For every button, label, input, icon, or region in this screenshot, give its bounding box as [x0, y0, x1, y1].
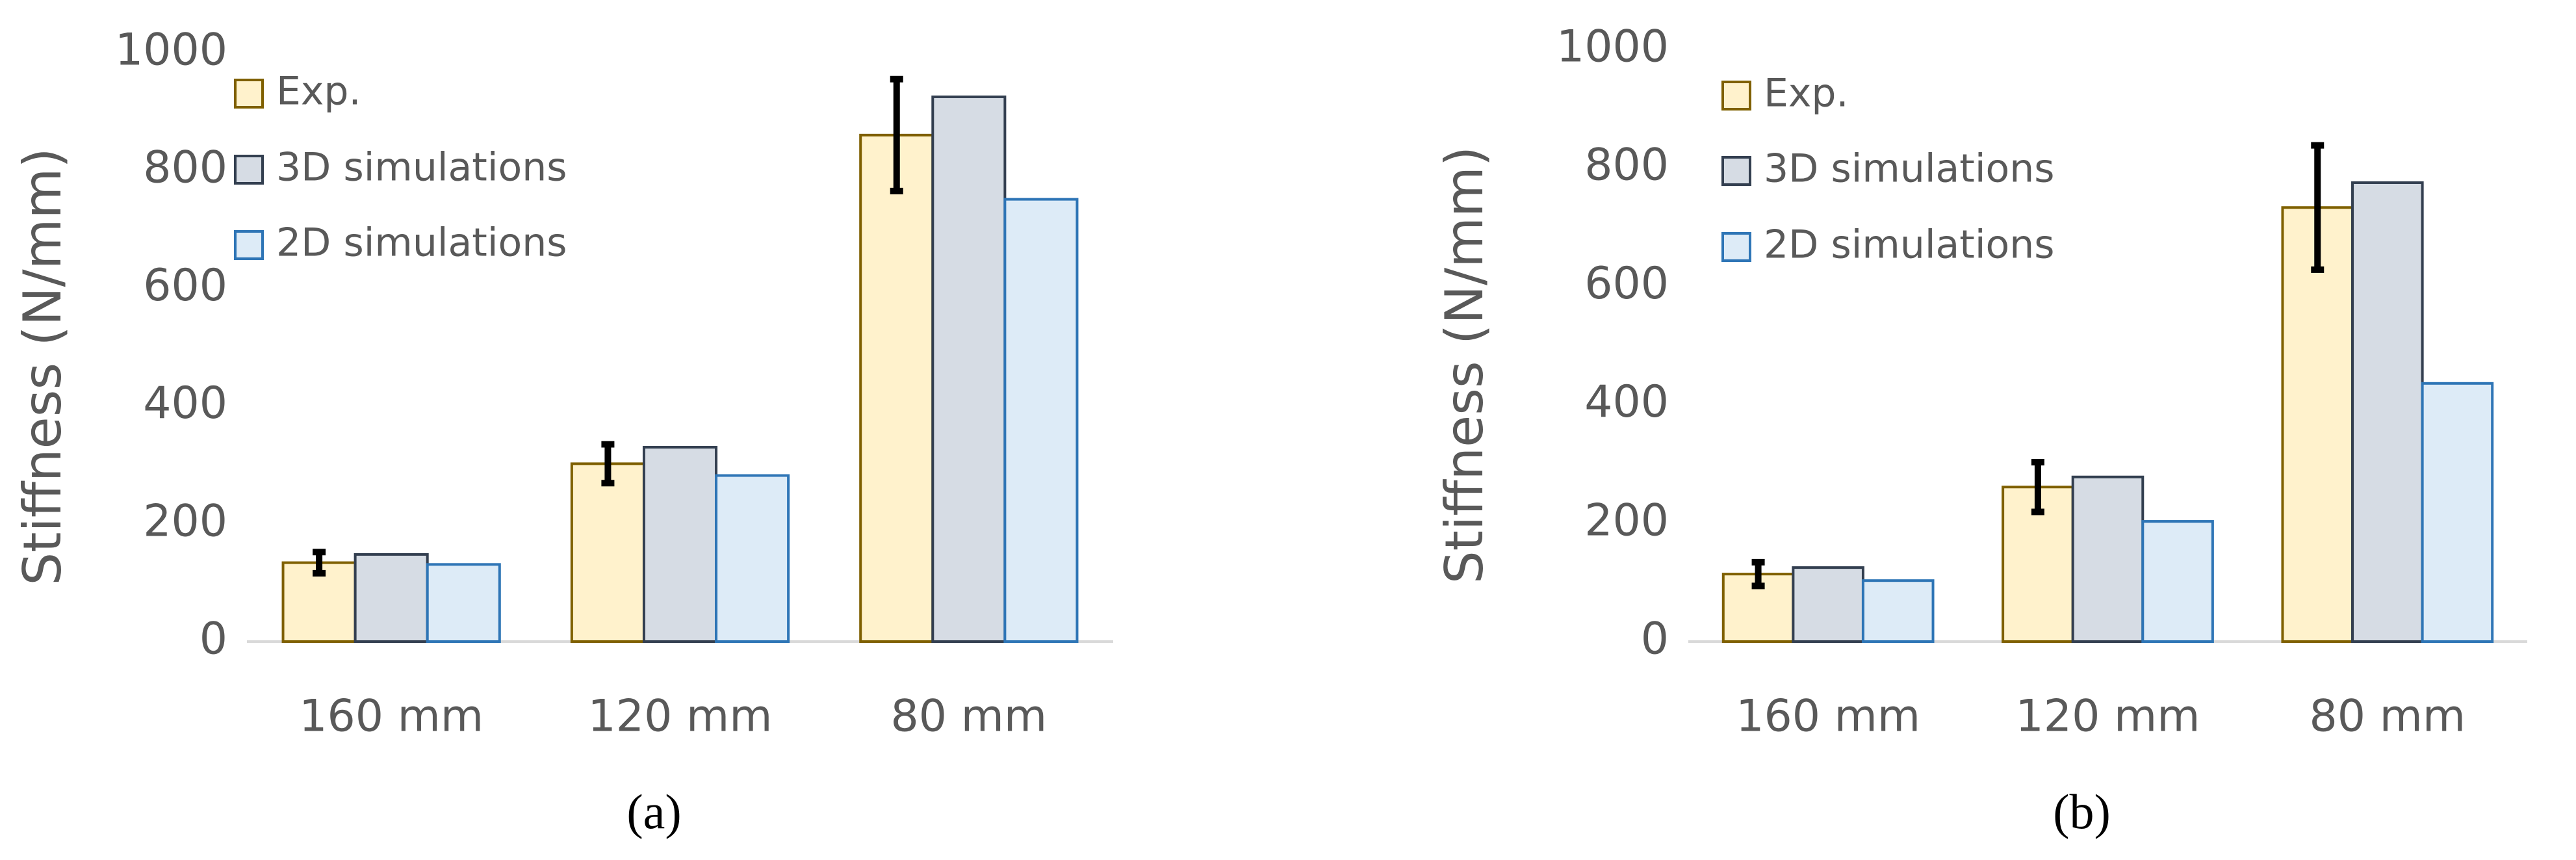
legend-swatch [1721, 81, 1751, 111]
bar [859, 133, 934, 643]
legend-label: 3D simulations [1764, 146, 2054, 192]
y-tick-label: 200 [143, 495, 227, 547]
bar [354, 553, 429, 643]
error-bar [890, 75, 903, 194]
bar [426, 563, 501, 644]
error-bar [2031, 458, 2044, 515]
bar [1792, 566, 1864, 643]
error-bar [1751, 558, 1765, 590]
bar [1861, 579, 1935, 643]
y-tick-label: 600 [143, 260, 227, 311]
legend-swatch [1721, 232, 1751, 262]
bar [570, 462, 645, 643]
legend-swatch [234, 79, 264, 109]
error-bar [601, 441, 615, 487]
x-tick-label: 160 mm [1736, 691, 1920, 742]
y-tick-label: 1000 [1556, 21, 1669, 73]
legend-swatch [1721, 156, 1751, 186]
y-axis-label: Stiffness (N/mm) [1434, 146, 1495, 584]
legend-label: 2D simulations [1764, 222, 2054, 268]
y-tick-label: 800 [143, 142, 227, 194]
x-tick-label: 80 mm [2310, 691, 2466, 742]
y-axis-label: Stiffness (N/mm) [12, 148, 73, 585]
y-tick-label: 0 [200, 614, 227, 665]
x-tick-label: 120 mm [588, 691, 773, 742]
x-tick-label: 80 mm [891, 691, 1048, 742]
y-tick-label: 0 [1641, 614, 1669, 665]
legend-label: 2D simulations [276, 220, 567, 266]
bar [2421, 382, 2494, 644]
bar [931, 95, 1007, 643]
error-bar [313, 549, 326, 577]
caption: (a) [626, 785, 681, 839]
y-tick-label: 800 [1584, 140, 1669, 191]
y-tick-label: 600 [1584, 258, 1669, 309]
legend-swatch [234, 230, 264, 260]
bar [2351, 181, 2424, 644]
y-tick-label: 200 [1584, 495, 1669, 546]
legend-swatch [234, 155, 264, 185]
bar [715, 474, 790, 643]
legend-label: Exp. [276, 69, 361, 114]
y-tick-label: 1000 [115, 25, 227, 76]
error-bar [2311, 142, 2325, 273]
bar [2071, 475, 2145, 643]
x-tick-label: 120 mm [2016, 691, 2200, 742]
x-tick-label: 160 mm [299, 691, 483, 742]
bar [1003, 198, 1079, 643]
bar [642, 446, 718, 644]
legend-label: Exp. [1764, 71, 1849, 116]
legend-label: 3D simulations [276, 145, 567, 190]
bar [2141, 520, 2214, 644]
caption: (b) [2053, 785, 2111, 839]
y-tick-label: 400 [143, 378, 227, 429]
y-tick-label: 400 [1584, 376, 1669, 428]
